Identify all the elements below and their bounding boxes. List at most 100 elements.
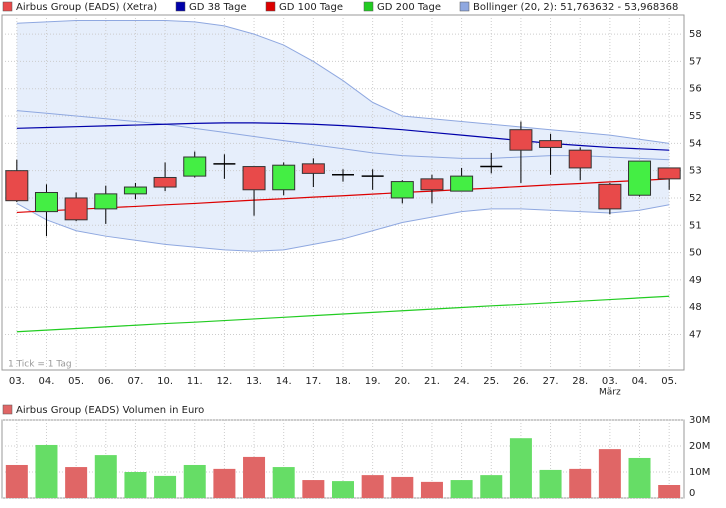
candle-body bbox=[420, 178, 444, 191]
x-tick-label: 03. bbox=[9, 376, 25, 387]
volume-bar bbox=[154, 475, 177, 498]
candle-body bbox=[539, 140, 563, 148]
volume-bar bbox=[332, 481, 354, 498]
candle-body bbox=[509, 129, 533, 151]
legend-label: Airbus Group (EADS) (Xetra) bbox=[16, 2, 157, 13]
bollinger-lower bbox=[16, 202, 670, 252]
candle-body bbox=[242, 166, 266, 191]
candle-body bbox=[568, 149, 592, 169]
volume-bar bbox=[302, 480, 325, 498]
x-tick-label: 04. bbox=[39, 376, 55, 387]
volume-bar bbox=[628, 457, 651, 498]
x-tick-label: 05. bbox=[68, 376, 84, 387]
volume-bar bbox=[391, 476, 414, 498]
volume-bar bbox=[5, 464, 28, 498]
y-tick-label: 56 bbox=[689, 84, 702, 95]
volume-bar bbox=[539, 469, 562, 498]
x-tick-label: 04. bbox=[632, 376, 648, 387]
volume-bar bbox=[509, 438, 532, 498]
candle-body bbox=[628, 160, 652, 196]
legend-swatch bbox=[265, 1, 276, 12]
candle-body bbox=[123, 186, 147, 195]
x-tick-label: 10. bbox=[157, 376, 173, 387]
candle-body bbox=[301, 163, 325, 174]
volume-bar bbox=[213, 468, 236, 498]
volume-bar bbox=[361, 475, 384, 498]
legend-swatch bbox=[363, 1, 374, 12]
volume-bar bbox=[272, 467, 295, 498]
x-tick-label: 03. bbox=[602, 376, 618, 387]
x-tick-label: 18. bbox=[335, 376, 351, 387]
y-tick-label: 20M bbox=[689, 441, 710, 452]
y-tick-label: 10M bbox=[689, 467, 710, 478]
y-tick-label: 52 bbox=[689, 193, 702, 204]
moving-average bbox=[16, 295, 670, 333]
candle-body bbox=[94, 193, 118, 210]
x-tick-label: 07. bbox=[127, 376, 143, 387]
legend-label: Bollinger (20, 2): 51,763632 - 53,968368 bbox=[473, 2, 678, 13]
candle-body bbox=[598, 183, 622, 210]
x-tick-label: 17. bbox=[305, 376, 321, 387]
legend-swatch bbox=[2, 1, 13, 12]
volume-bar bbox=[569, 468, 592, 498]
x-tick-label: 20. bbox=[394, 376, 410, 387]
volume-bar bbox=[598, 449, 621, 498]
bollinger-upper bbox=[16, 19, 670, 144]
x-tick-label: 25. bbox=[483, 376, 499, 387]
volume-bar bbox=[658, 485, 681, 498]
x-tick-label: 27. bbox=[543, 376, 559, 387]
y-tick-label: 49 bbox=[689, 275, 702, 286]
volume-bar bbox=[124, 472, 147, 498]
legend-swatch bbox=[2, 404, 13, 415]
x-tick-label: 06. bbox=[98, 376, 114, 387]
x-tick-label: 14. bbox=[276, 376, 292, 387]
legend-swatch bbox=[459, 1, 470, 12]
volume-title: Airbus Group (EADS) Volumen in Euro bbox=[16, 405, 204, 416]
x-sublabel: März bbox=[599, 388, 621, 398]
y-tick-label: 57 bbox=[689, 56, 702, 67]
candle-body bbox=[390, 181, 414, 199]
x-tick-label: 21. bbox=[424, 376, 440, 387]
y-tick-label: 50 bbox=[689, 248, 702, 259]
y-tick-label: 58 bbox=[689, 29, 702, 40]
candle-body bbox=[64, 197, 88, 221]
bollinger-middle bbox=[16, 110, 670, 161]
x-tick-label: 12. bbox=[216, 376, 232, 387]
candle-body bbox=[153, 176, 177, 188]
moving-average bbox=[16, 178, 670, 214]
x-tick-label: 19. bbox=[365, 376, 381, 387]
volume-bar bbox=[35, 444, 58, 498]
volume-bar bbox=[65, 467, 88, 498]
legend-label: GD 200 Tage bbox=[377, 2, 441, 13]
x-tick-label: 05. bbox=[661, 376, 677, 387]
y-tick-label: 54 bbox=[689, 138, 702, 149]
legend-swatch bbox=[175, 1, 186, 12]
candle-body bbox=[183, 156, 207, 177]
candle-body bbox=[5, 170, 29, 202]
volume-bar bbox=[420, 481, 443, 498]
legend-label: GD 100 Tage bbox=[279, 2, 343, 13]
x-tick-label: 11. bbox=[187, 376, 203, 387]
candle-body bbox=[34, 192, 58, 213]
candle-body bbox=[657, 167, 681, 180]
y-tick-label: 30M bbox=[689, 415, 710, 426]
volume-bar bbox=[183, 464, 206, 498]
note: 1 Tick = 1 Tag bbox=[8, 360, 72, 370]
volume-bar bbox=[94, 455, 117, 498]
y-tick-label: 55 bbox=[689, 111, 702, 122]
y-tick-label: 53 bbox=[689, 166, 702, 177]
x-tick-label: 24. bbox=[454, 376, 470, 387]
volume-bar bbox=[480, 475, 503, 498]
x-tick-label: 26. bbox=[513, 376, 529, 387]
candle-body bbox=[450, 175, 474, 192]
y-tick-label: 48 bbox=[689, 302, 702, 313]
y-tick-label: 0 bbox=[689, 488, 695, 499]
legend-label: GD 38 Tage bbox=[189, 2, 247, 13]
volume-bar bbox=[243, 456, 266, 498]
x-tick-label: 13. bbox=[246, 376, 262, 387]
x-tick-label: 28. bbox=[572, 376, 588, 387]
y-tick-label: 47 bbox=[689, 330, 702, 341]
y-tick-label: 51 bbox=[689, 220, 702, 231]
candle-body bbox=[272, 164, 296, 191]
